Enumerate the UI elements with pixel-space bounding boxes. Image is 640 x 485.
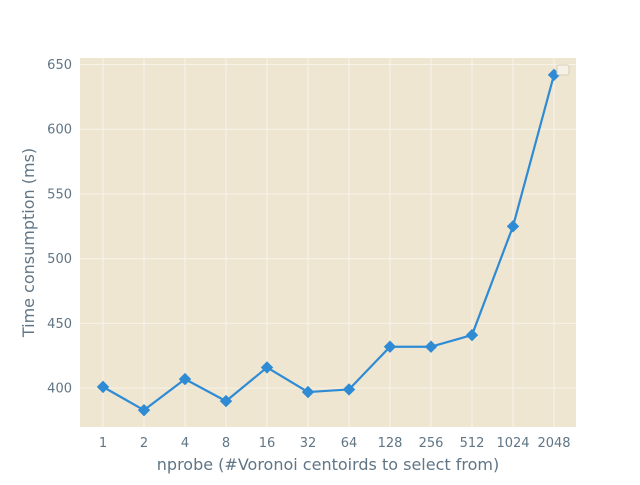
x-axis-label: nprobe (#Voronoi centoirds to select fro… <box>157 455 499 474</box>
data-point-marker <box>219 394 233 408</box>
y-tick-label: 550 <box>47 187 72 202</box>
x-tick-label: 512 <box>460 436 485 451</box>
x-tick-label: 2048 <box>537 436 570 451</box>
y-tick-label: 600 <box>47 123 72 138</box>
x-tick-label: 256 <box>419 436 444 451</box>
grid-lines <box>80 58 576 427</box>
data-point-marker <box>506 220 520 233</box>
y-tick-label: 500 <box>47 252 72 267</box>
x-tick-label: 1 <box>99 436 107 451</box>
y-axis: 400 450 500 550 600 650 <box>47 58 72 397</box>
data-point-marker <box>301 385 315 399</box>
x-tick-label: 1024 <box>496 436 529 451</box>
data-point-marker <box>178 372 192 386</box>
x-tick-label: 16 <box>259 436 276 451</box>
series-group <box>96 68 561 417</box>
x-tick-label: 4 <box>181 436 189 451</box>
data-point-marker <box>465 328 479 342</box>
x-tick-label: 32 <box>300 436 317 451</box>
series-line <box>102 74 556 412</box>
x-axis: 1 2 4 8 16 32 64 128 256 512 1024 2048 <box>99 436 571 451</box>
x-tick-label: 8 <box>222 436 230 451</box>
y-tick-label: 650 <box>47 58 72 73</box>
data-point-marker <box>260 361 274 374</box>
plot-area <box>80 58 576 427</box>
x-tick-label: 128 <box>378 436 403 451</box>
data-point-marker <box>96 380 110 394</box>
data-point-marker <box>383 340 397 353</box>
x-tick-label: 64 <box>341 436 358 451</box>
y-tick-label: 400 <box>47 382 72 397</box>
x-tick-label: 2 <box>140 436 148 451</box>
data-point-marker <box>342 383 356 396</box>
data-point-marker <box>424 340 438 353</box>
data-point-marker <box>137 403 151 417</box>
legend-box[interactable] <box>556 64 570 76</box>
y-axis-label: Time consumption (ms) <box>19 148 38 338</box>
y-tick-label: 450 <box>47 317 72 332</box>
